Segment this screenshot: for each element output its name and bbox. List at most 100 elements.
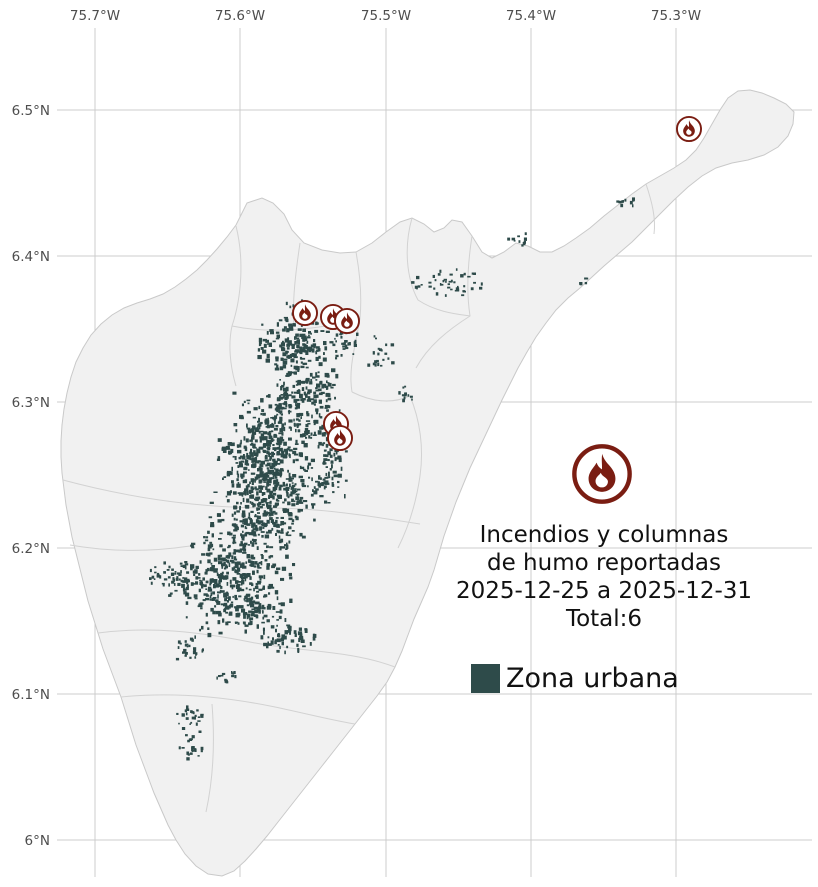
- urban-patch: [228, 612, 233, 616]
- urban-patch: [296, 351, 299, 354]
- urban-patch: [334, 337, 336, 340]
- urban-patch: [253, 587, 255, 592]
- urban-patch: [276, 404, 280, 409]
- urban-patch: [289, 483, 291, 487]
- urban-patch: [298, 350, 303, 353]
- urban-patch: [242, 546, 246, 551]
- urban-patch: [231, 586, 234, 590]
- urban-patch: [285, 301, 288, 306]
- urban-patch: [257, 460, 261, 463]
- urban-patch: [171, 580, 175, 584]
- urban-patch: [251, 487, 255, 490]
- urban-patch: [282, 481, 285, 485]
- urban-patch: [254, 515, 259, 518]
- urban-patch: [288, 517, 293, 521]
- urban-patch: [312, 376, 316, 379]
- urban-patch: [266, 563, 270, 567]
- urban-patch: [266, 331, 269, 335]
- urban-patch: [302, 328, 306, 332]
- urban-patch: [285, 532, 288, 536]
- urban-patch: [280, 521, 285, 526]
- urban-patch: [288, 540, 291, 544]
- urban-patch: [298, 475, 303, 479]
- urban-patch: [372, 362, 375, 366]
- urban-patch: [219, 576, 222, 580]
- urban-patch: [257, 567, 262, 569]
- urban-patch: [233, 524, 238, 528]
- urban-patch: [179, 642, 182, 645]
- urban-patch: [282, 360, 288, 363]
- urban-patch: [246, 616, 249, 620]
- urban-patch: [303, 434, 307, 437]
- urban-patch: [232, 491, 237, 495]
- urban-patch: [258, 485, 262, 489]
- urban-patch: [153, 578, 156, 580]
- urban-patch: [254, 452, 259, 455]
- urban-patch: [229, 559, 234, 563]
- urban-patch: [256, 590, 260, 593]
- urban-patch: [453, 281, 456, 284]
- urban-patch: [222, 559, 228, 562]
- urban-patch: [197, 716, 200, 718]
- urban-patch: [273, 487, 278, 491]
- urban-patch: [272, 469, 275, 474]
- urban-patch: [244, 461, 248, 466]
- urban-patch: [239, 463, 243, 468]
- urban-patch: [287, 501, 291, 506]
- urban-patch: [322, 442, 326, 445]
- urban-patch: [286, 542, 288, 548]
- urban-patch: [257, 521, 261, 525]
- urban-patch: [245, 561, 248, 564]
- urban-patch: [304, 362, 308, 365]
- urban-patch: [217, 456, 221, 461]
- urban-patch: [259, 505, 263, 509]
- map-region: [60, 89, 795, 877]
- urban-patch: [295, 334, 297, 338]
- urban-patch: [215, 585, 219, 588]
- urban-patch: [255, 582, 259, 586]
- urban-patch: [460, 274, 464, 278]
- urban-patch: [295, 418, 299, 421]
- urban-patch: [313, 518, 316, 522]
- urban-patch: [201, 625, 204, 630]
- urban-patch: [338, 409, 341, 412]
- urban-patch: [240, 455, 242, 460]
- urban-patch: [318, 355, 321, 359]
- urban-patch: [289, 493, 293, 497]
- urban-patch: [260, 561, 263, 566]
- urban-patch: [162, 584, 165, 587]
- urban-patch: [222, 477, 224, 480]
- urban-patch: [286, 531, 289, 534]
- urban-patch: [335, 340, 337, 343]
- urban-patch: [629, 200, 633, 205]
- urban-patch: [242, 545, 246, 547]
- urban-patch: [246, 604, 250, 607]
- axis-labels: 75.7°W 75.6°W 75.5°W 75.4°W 75.3°W 6.5°N 6.4°N…: [12, 8, 701, 849]
- urban-patch: [256, 491, 259, 496]
- urban-patch: [250, 540, 252, 544]
- urban-patch: [265, 486, 268, 490]
- urban-patch: [632, 204, 634, 208]
- urban-patch: [319, 381, 323, 385]
- urban-patch: [197, 720, 201, 722]
- urban-patch: [212, 597, 217, 599]
- urban-patch: [267, 420, 270, 424]
- urban-patch: [229, 579, 232, 584]
- urban-patch: [296, 344, 300, 349]
- urban-patch: [243, 491, 247, 494]
- urban-patch: [286, 328, 290, 333]
- urban-patch: [263, 510, 267, 514]
- urban-patch: [255, 528, 258, 532]
- urban-patch: [290, 639, 295, 643]
- urban-patch: [249, 582, 253, 585]
- urban-patch: [220, 576, 224, 580]
- urban-patch: [200, 713, 204, 716]
- urban-patch: [275, 533, 277, 536]
- urban-patch: [241, 403, 244, 407]
- urban-patch: [277, 633, 281, 637]
- urban-patch: [209, 541, 213, 544]
- urban-patch: [618, 200, 622, 204]
- urban-patch: [205, 597, 210, 601]
- fire-marker: [292, 300, 318, 326]
- urban-patch: [262, 627, 265, 631]
